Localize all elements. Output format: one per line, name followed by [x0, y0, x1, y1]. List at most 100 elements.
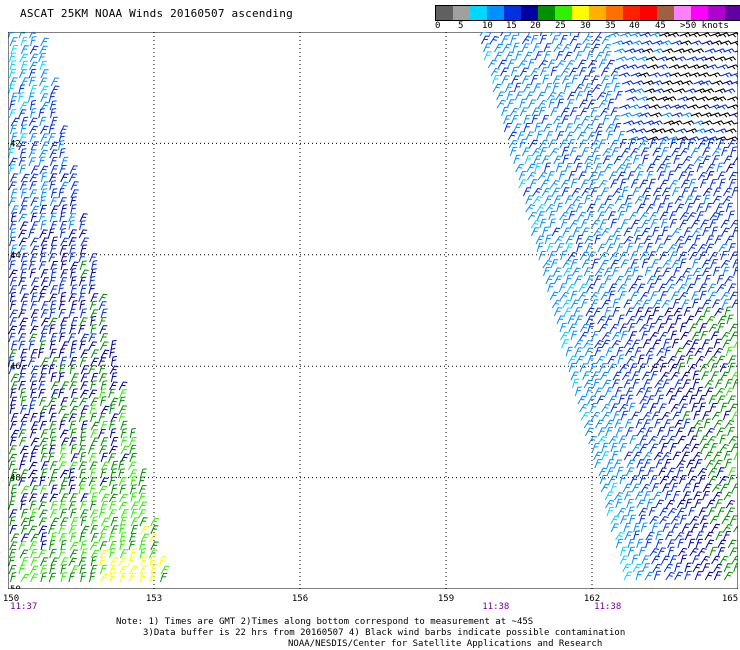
wind-barb [527, 171, 537, 181]
wind-barb [697, 243, 708, 253]
wind-barb [70, 268, 77, 279]
wind-barb [647, 283, 656, 293]
wind-barb [659, 331, 669, 341]
wind-barb [680, 331, 690, 341]
wind-barb [689, 323, 698, 333]
wind-barb [90, 492, 98, 503]
wind-barb [706, 171, 715, 181]
wind-barb [150, 517, 159, 527]
wind-barb [639, 474, 648, 485]
wind-barb [733, 562, 738, 573]
wind-barb [38, 292, 46, 303]
wind-barb [703, 418, 711, 429]
wind-barb [709, 443, 718, 453]
wind-barb [68, 173, 78, 183]
wind-barb [29, 325, 39, 335]
wind-barb [619, 443, 628, 453]
wind-barb [30, 36, 37, 47]
wind-barb [68, 557, 77, 567]
wind-barb [643, 235, 653, 245]
wind-barb [513, 123, 522, 133]
wind-barb [19, 148, 27, 159]
wind-barb [20, 533, 30, 543]
wind-barb [695, 315, 705, 325]
wind-barb [10, 244, 18, 255]
wind-barb [28, 493, 38, 503]
wind-barb [642, 339, 651, 349]
wind-barb [69, 363, 76, 375]
wind-barb [128, 540, 136, 551]
wind-barb [673, 307, 683, 317]
wind-barb [30, 221, 39, 231]
wind-barb [129, 452, 137, 463]
wind-barb [59, 148, 66, 159]
wind-barb [648, 104, 661, 110]
wind-barb [9, 436, 17, 447]
wind-barb [643, 195, 651, 205]
wind-barb [660, 442, 669, 453]
wind-barb [541, 187, 551, 197]
wind-barb [674, 88, 686, 94]
wind-barb [669, 179, 679, 189]
wind-barb [684, 562, 692, 573]
wind-barb [30, 413, 38, 423]
wind-barb [18, 277, 27, 287]
wind-barb [99, 541, 108, 551]
wind-barb [69, 165, 78, 175]
wind-barb [28, 469, 38, 479]
wind-barb [530, 219, 541, 229]
wind-barb [527, 58, 536, 69]
wind-barb [656, 56, 669, 62]
wind-barb [558, 170, 566, 181]
wind-barb [18, 32, 25, 39]
wind-barb [598, 252, 609, 261]
wind-barb [40, 357, 50, 367]
wind-barb [625, 387, 634, 397]
wind-barb [565, 243, 574, 253]
wind-barb [702, 187, 713, 197]
wind-barb [130, 508, 138, 519]
wind-barb [587, 395, 597, 405]
legend-swatch [623, 6, 640, 20]
wind-barb [148, 549, 158, 559]
wind-barb [20, 395, 27, 407]
wind-barb [599, 475, 608, 485]
wind-barb [649, 475, 658, 485]
wind-barb [672, 298, 681, 309]
wind-barb [595, 51, 605, 61]
wind-barb [729, 515, 738, 525]
wind-barb [580, 219, 589, 229]
wind-barb [110, 413, 119, 423]
wind-barb [70, 428, 77, 439]
wind-barb [100, 333, 108, 343]
wind-barb [694, 347, 704, 357]
wind-barb [567, 91, 576, 101]
wind-barb [504, 83, 514, 93]
wind-barb [672, 491, 681, 501]
wind-barb [628, 283, 638, 293]
wind-barb [59, 212, 66, 223]
wind-barb [60, 443, 67, 455]
wind-barb [130, 476, 137, 487]
wind-barb [38, 373, 47, 383]
wind-barb [534, 51, 543, 61]
wind-barb [717, 139, 726, 149]
wind-barb [68, 468, 75, 479]
wind-barb [19, 445, 29, 455]
wind-barb [18, 245, 27, 255]
wind-barb [716, 210, 725, 221]
wind-barb [139, 565, 148, 575]
wind-barb [702, 299, 711, 309]
wind-barb [60, 260, 68, 271]
wind-barb [573, 155, 582, 165]
wind-barb [623, 120, 635, 126]
wind-barb [98, 357, 107, 367]
wind-barb [612, 115, 621, 125]
wind-barb [108, 445, 118, 455]
legend-label: 30 [580, 21, 591, 31]
wind-barb [21, 452, 29, 463]
wind-barb [522, 187, 532, 197]
wind-barb [608, 395, 617, 405]
wind-barb [49, 340, 57, 351]
wind-barb [620, 259, 629, 269]
